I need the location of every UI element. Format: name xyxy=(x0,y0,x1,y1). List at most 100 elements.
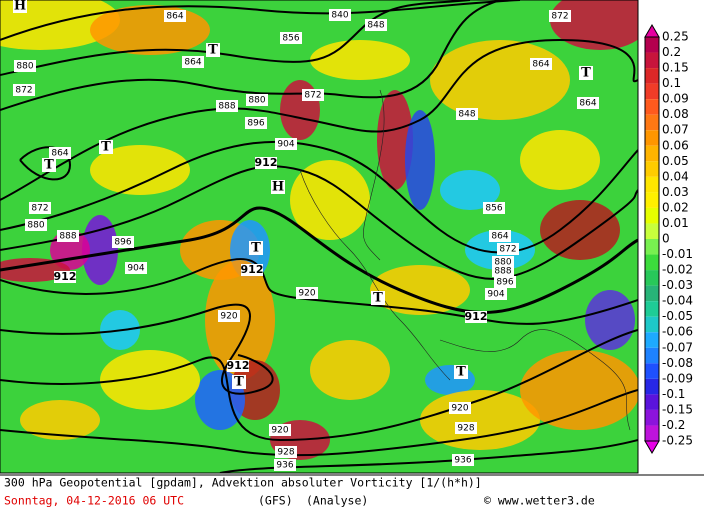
contour-label: 928 xyxy=(457,424,474,434)
contour-label: 928 xyxy=(277,448,294,458)
contour-label: 896 xyxy=(114,238,131,248)
legend-swatch xyxy=(645,316,659,333)
field-patch xyxy=(100,350,200,410)
field-patch xyxy=(0,0,120,50)
field-patch xyxy=(520,350,638,430)
contour-label: 904 xyxy=(277,140,294,150)
field-patch xyxy=(430,40,570,120)
contour-label: 840 xyxy=(331,11,348,21)
symbol-box xyxy=(232,375,246,389)
pressure-symbol: T xyxy=(581,66,591,81)
contour-label: 936 xyxy=(454,456,471,466)
field-patch xyxy=(520,130,600,190)
label-box xyxy=(112,236,134,248)
legend-arrow-top xyxy=(644,24,660,38)
label-box xyxy=(296,287,318,299)
contour-label: 848 xyxy=(458,110,475,120)
map-frame xyxy=(0,0,639,474)
label-box xyxy=(365,19,387,31)
label-box xyxy=(489,230,511,242)
legend-swatch xyxy=(645,176,659,193)
label-box xyxy=(54,271,76,283)
legend-swatch xyxy=(645,378,659,395)
contour-label: 848 xyxy=(367,21,384,31)
field-patch xyxy=(370,265,470,315)
contour-label: 920 xyxy=(220,312,237,322)
symbol-box xyxy=(271,180,285,194)
legend-swatch xyxy=(645,394,659,410)
label-box xyxy=(274,459,296,471)
pressure-symbol: T xyxy=(234,375,244,390)
legend-label: 0.07 xyxy=(662,123,689,137)
legend-label: 0.01 xyxy=(662,216,689,230)
field-patch xyxy=(0,258,70,282)
legend-label: 0.03 xyxy=(662,185,689,199)
pressure-symbol: T xyxy=(44,158,54,173)
label-box xyxy=(465,311,487,323)
contour-labels: 864 8408488728568648808728648648728808888… xyxy=(13,0,599,471)
field-patch xyxy=(550,0,638,50)
label-box xyxy=(182,56,204,68)
label-box xyxy=(49,147,71,159)
legend-label: 0.1 xyxy=(662,76,681,90)
label-box xyxy=(280,32,302,44)
contour-label: 880 xyxy=(16,62,33,72)
pressure-symbol: T xyxy=(208,43,218,58)
contour-label: 872 xyxy=(499,245,516,255)
legend-label: -0.01 xyxy=(662,247,693,261)
label-box xyxy=(275,138,297,150)
label-box xyxy=(483,202,505,214)
contour-label: 888 xyxy=(218,102,235,112)
legend-label: 0.09 xyxy=(662,92,689,106)
contour-label: 912 xyxy=(54,270,77,283)
label-box xyxy=(456,108,478,120)
legend-swatch xyxy=(645,239,659,255)
contour-label: 912 xyxy=(241,263,264,276)
label-box xyxy=(455,422,477,434)
field-patch xyxy=(20,400,100,440)
legend-swatch xyxy=(645,332,659,348)
legend-swatch xyxy=(645,192,659,208)
field-patch xyxy=(290,160,370,240)
legend-label: 0.05 xyxy=(662,154,689,168)
pressure-symbol: T xyxy=(101,140,111,155)
legend-label: -0.15 xyxy=(662,402,693,416)
label-box xyxy=(125,262,147,274)
symbol-box xyxy=(454,365,468,379)
legend-label: 0.15 xyxy=(662,61,689,75)
label-box xyxy=(452,454,474,466)
label-box xyxy=(497,243,519,255)
contour-label: 888 xyxy=(59,232,76,242)
field-patch xyxy=(310,340,390,400)
legend: 0.250.2 0.150.1 0.090.08 0.070.06 0.050.04 0.… xyxy=(644,24,693,454)
legend-swatch xyxy=(645,99,659,115)
contour-label: 896 xyxy=(247,119,264,129)
label-box xyxy=(13,84,35,96)
label-box xyxy=(57,230,79,242)
legend-label: -0.07 xyxy=(662,340,693,354)
legend-swatch xyxy=(645,425,659,441)
symbol-box xyxy=(13,0,27,13)
symbol-box xyxy=(206,43,220,57)
contours xyxy=(0,0,638,473)
footer-run: (Analyse) xyxy=(306,494,368,508)
pressure-symbol: T xyxy=(456,365,466,380)
contour-label: 896 xyxy=(496,278,513,288)
symbol-box xyxy=(99,140,113,154)
legend-swatch xyxy=(645,347,659,364)
pressure-symbol: T xyxy=(373,291,383,306)
symbol-box xyxy=(579,66,593,80)
label-box xyxy=(577,97,599,109)
field-patch xyxy=(440,170,500,210)
contour-label: 912 xyxy=(465,310,488,323)
legend-swatch xyxy=(645,52,659,69)
legend-swatch xyxy=(645,207,659,224)
label-box xyxy=(494,276,516,288)
contour-label: 912 xyxy=(255,156,278,169)
contour-label: 920 xyxy=(451,404,468,414)
contour-label: 912 xyxy=(227,359,250,372)
legend-swatch xyxy=(645,161,659,177)
legend-swatch xyxy=(645,145,659,162)
field-patch xyxy=(405,110,435,210)
